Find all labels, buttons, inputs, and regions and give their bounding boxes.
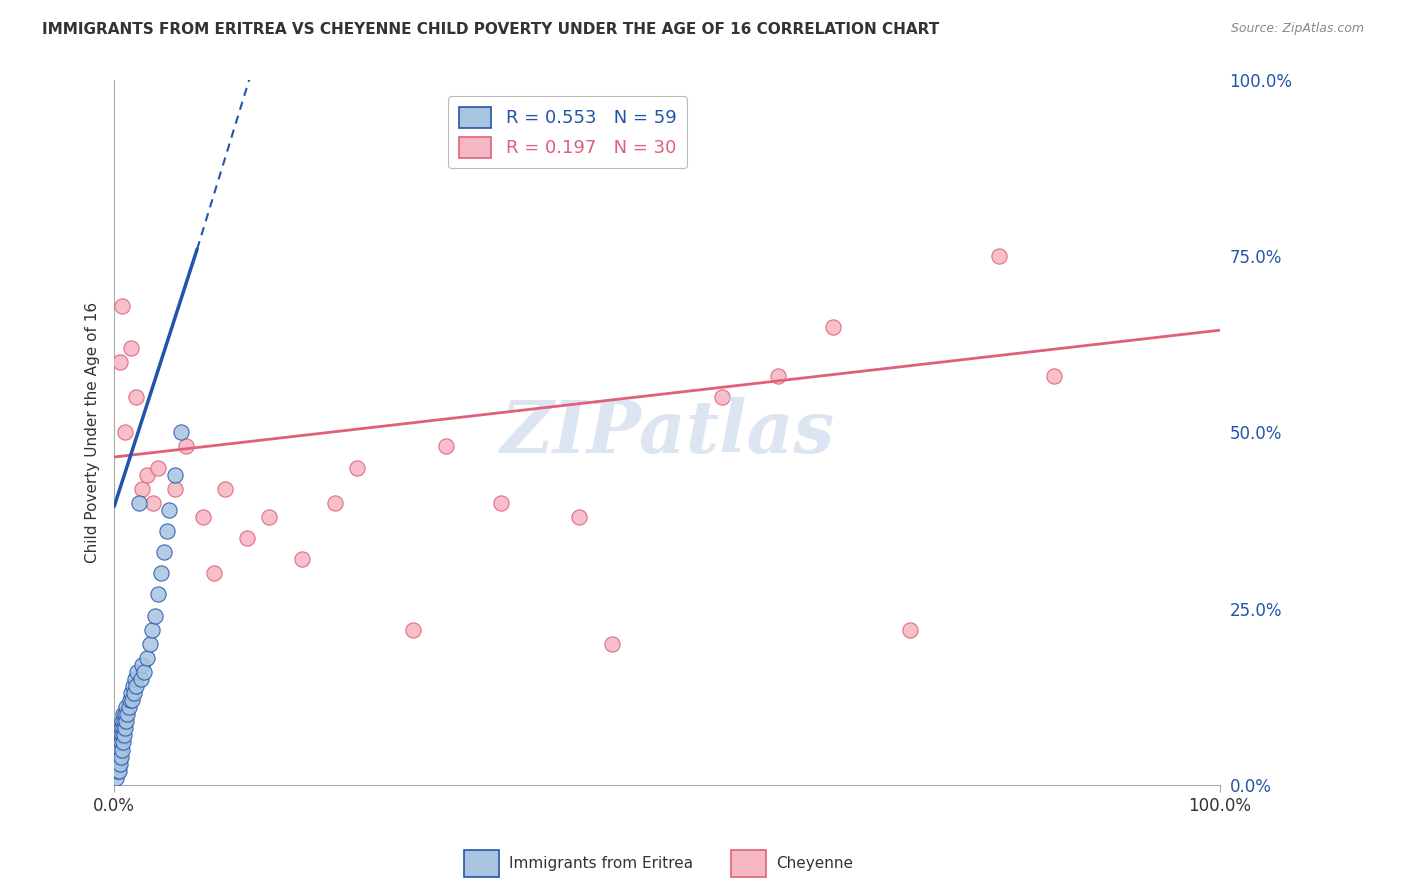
Point (121, 693, 143, 707)
Point (600, 637, 623, 651)
Point (114, 722, 136, 736)
Point (107, 756, 129, 771)
Point (125, 390, 148, 404)
Point (136, 467, 159, 482)
Point (110, 722, 132, 736)
Point (110, 735, 132, 749)
Point (156, 524, 179, 538)
Point (105, 756, 128, 771)
Point (107, 764, 129, 778)
Text: Source: ZipAtlas.com: Source: ZipAtlas.com (1230, 22, 1364, 36)
Point (118, 693, 141, 707)
Point (149, 566, 172, 581)
Point (174, 440, 197, 454)
Legend: R = 0.553   N = 59, R = 0.197   N = 30: R = 0.553 N = 59, R = 0.197 N = 30 (449, 96, 688, 169)
Point (107, 749, 129, 764)
Point (169, 425, 191, 440)
Point (489, 496, 512, 510)
Point (112, 728, 135, 742)
Point (112, 722, 135, 736)
Point (132, 665, 155, 679)
Text: Cheyenne: Cheyenne (776, 856, 853, 871)
Point (191, 510, 214, 524)
Point (202, 566, 225, 581)
Point (236, 531, 259, 545)
Point (122, 679, 145, 693)
Point (108, 756, 131, 771)
Point (108, 735, 131, 749)
Point (107, 728, 129, 742)
Point (110, 749, 132, 764)
Point (131, 482, 153, 496)
Point (163, 482, 186, 496)
Point (104, 749, 127, 764)
Point (108, 749, 131, 764)
Point (104, 764, 127, 778)
Point (114, 707, 136, 722)
Point (346, 460, 368, 475)
Point (104, 756, 127, 771)
Point (143, 608, 166, 623)
Point (111, 742, 134, 756)
Point (120, 341, 142, 355)
Point (131, 657, 153, 672)
Point (108, 742, 131, 756)
Point (711, 390, 734, 404)
Y-axis label: Child Poverty Under the Age of 16: Child Poverty Under the Age of 16 (86, 301, 100, 563)
Point (105, 764, 128, 778)
Point (1043, 369, 1066, 384)
Point (141, 623, 163, 637)
Point (136, 651, 159, 665)
Point (107, 764, 129, 778)
Point (108, 355, 131, 369)
Point (163, 467, 186, 482)
Text: ZIPatlas: ZIPatlas (501, 397, 834, 468)
Point (138, 637, 160, 651)
Point (129, 672, 152, 686)
Point (987, 249, 1010, 263)
Point (214, 482, 236, 496)
Point (117, 700, 139, 714)
Point (323, 496, 346, 510)
Point (111, 714, 134, 729)
Point (115, 714, 138, 729)
Point (112, 707, 135, 722)
Point (107, 742, 129, 756)
Point (105, 742, 128, 756)
Point (125, 679, 148, 693)
Text: Immigrants from Eritrea: Immigrants from Eritrea (509, 856, 693, 871)
Point (107, 756, 129, 771)
Point (159, 503, 181, 517)
Point (120, 686, 142, 700)
Point (107, 735, 129, 749)
Point (128, 496, 150, 510)
Point (257, 510, 280, 524)
Point (105, 771, 128, 785)
Point (124, 672, 146, 686)
Point (821, 319, 844, 334)
Point (568, 510, 591, 524)
Point (112, 735, 135, 749)
Point (434, 440, 457, 454)
Point (111, 298, 134, 312)
Point (112, 714, 135, 729)
Point (291, 552, 314, 566)
Point (142, 496, 165, 510)
Point (148, 587, 170, 601)
Point (114, 425, 136, 440)
Point (402, 623, 425, 637)
Text: IMMIGRANTS FROM ERITREA VS CHEYENNE CHILD POVERTY UNDER THE AGE OF 16 CORRELATIO: IMMIGRANTS FROM ERITREA VS CHEYENNE CHIL… (42, 22, 939, 37)
Point (115, 700, 138, 714)
Point (766, 369, 789, 384)
Point (127, 665, 149, 679)
Point (122, 686, 145, 700)
Point (117, 707, 139, 722)
Point (153, 545, 176, 559)
Point (898, 623, 921, 637)
Point (111, 728, 134, 742)
Point (148, 460, 170, 475)
